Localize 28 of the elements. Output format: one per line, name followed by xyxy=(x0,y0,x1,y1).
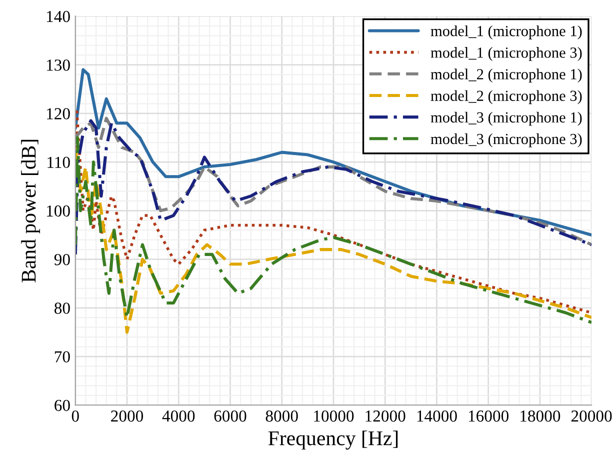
x-tick-label: 12000 xyxy=(366,410,406,422)
y-tick-label: 60 xyxy=(54,400,70,412)
x-tick-label: 6000 xyxy=(214,410,246,422)
y-tick-label: 100 xyxy=(47,205,70,217)
x-tick-label: 8000 xyxy=(266,410,298,422)
y-tick-label: 110 xyxy=(48,156,70,168)
x-tick-label: 14000 xyxy=(417,410,457,422)
x-tick-label: 16000 xyxy=(468,410,509,422)
legend-label: model_3 (microphone 3) xyxy=(430,133,582,148)
y-tick-label: 140 xyxy=(47,10,70,22)
y-tick-label: 90 xyxy=(54,254,70,266)
legend-label: model_1 (microphone 3) xyxy=(430,47,582,61)
y-tick-label: 120 xyxy=(47,108,70,120)
legend-label: model_3 (microphone 1) xyxy=(430,112,582,126)
y-axis-title: Band power [dB] xyxy=(21,140,40,282)
y-tick-label: 70 xyxy=(54,351,70,362)
x-tick-label: 20000 xyxy=(571,410,612,422)
y-tick-label: 130 xyxy=(47,60,70,71)
x-tick-label: 4000 xyxy=(162,410,195,422)
x-tick-label: 2000 xyxy=(111,410,144,422)
y-tick-label: 80 xyxy=(54,302,70,314)
x-axis-title: Frequency [Hz] xyxy=(268,430,398,450)
legend-label: model_2 (microphone 1) xyxy=(430,68,582,82)
x-tick-label: 18000 xyxy=(520,410,560,422)
legend-label: model_2 (microphone 3) xyxy=(430,90,582,104)
x-tick-label: 0 xyxy=(72,410,79,422)
legend-label: model_1 (microphone 1) xyxy=(430,25,582,40)
x-tick-label: 10000 xyxy=(314,410,354,422)
